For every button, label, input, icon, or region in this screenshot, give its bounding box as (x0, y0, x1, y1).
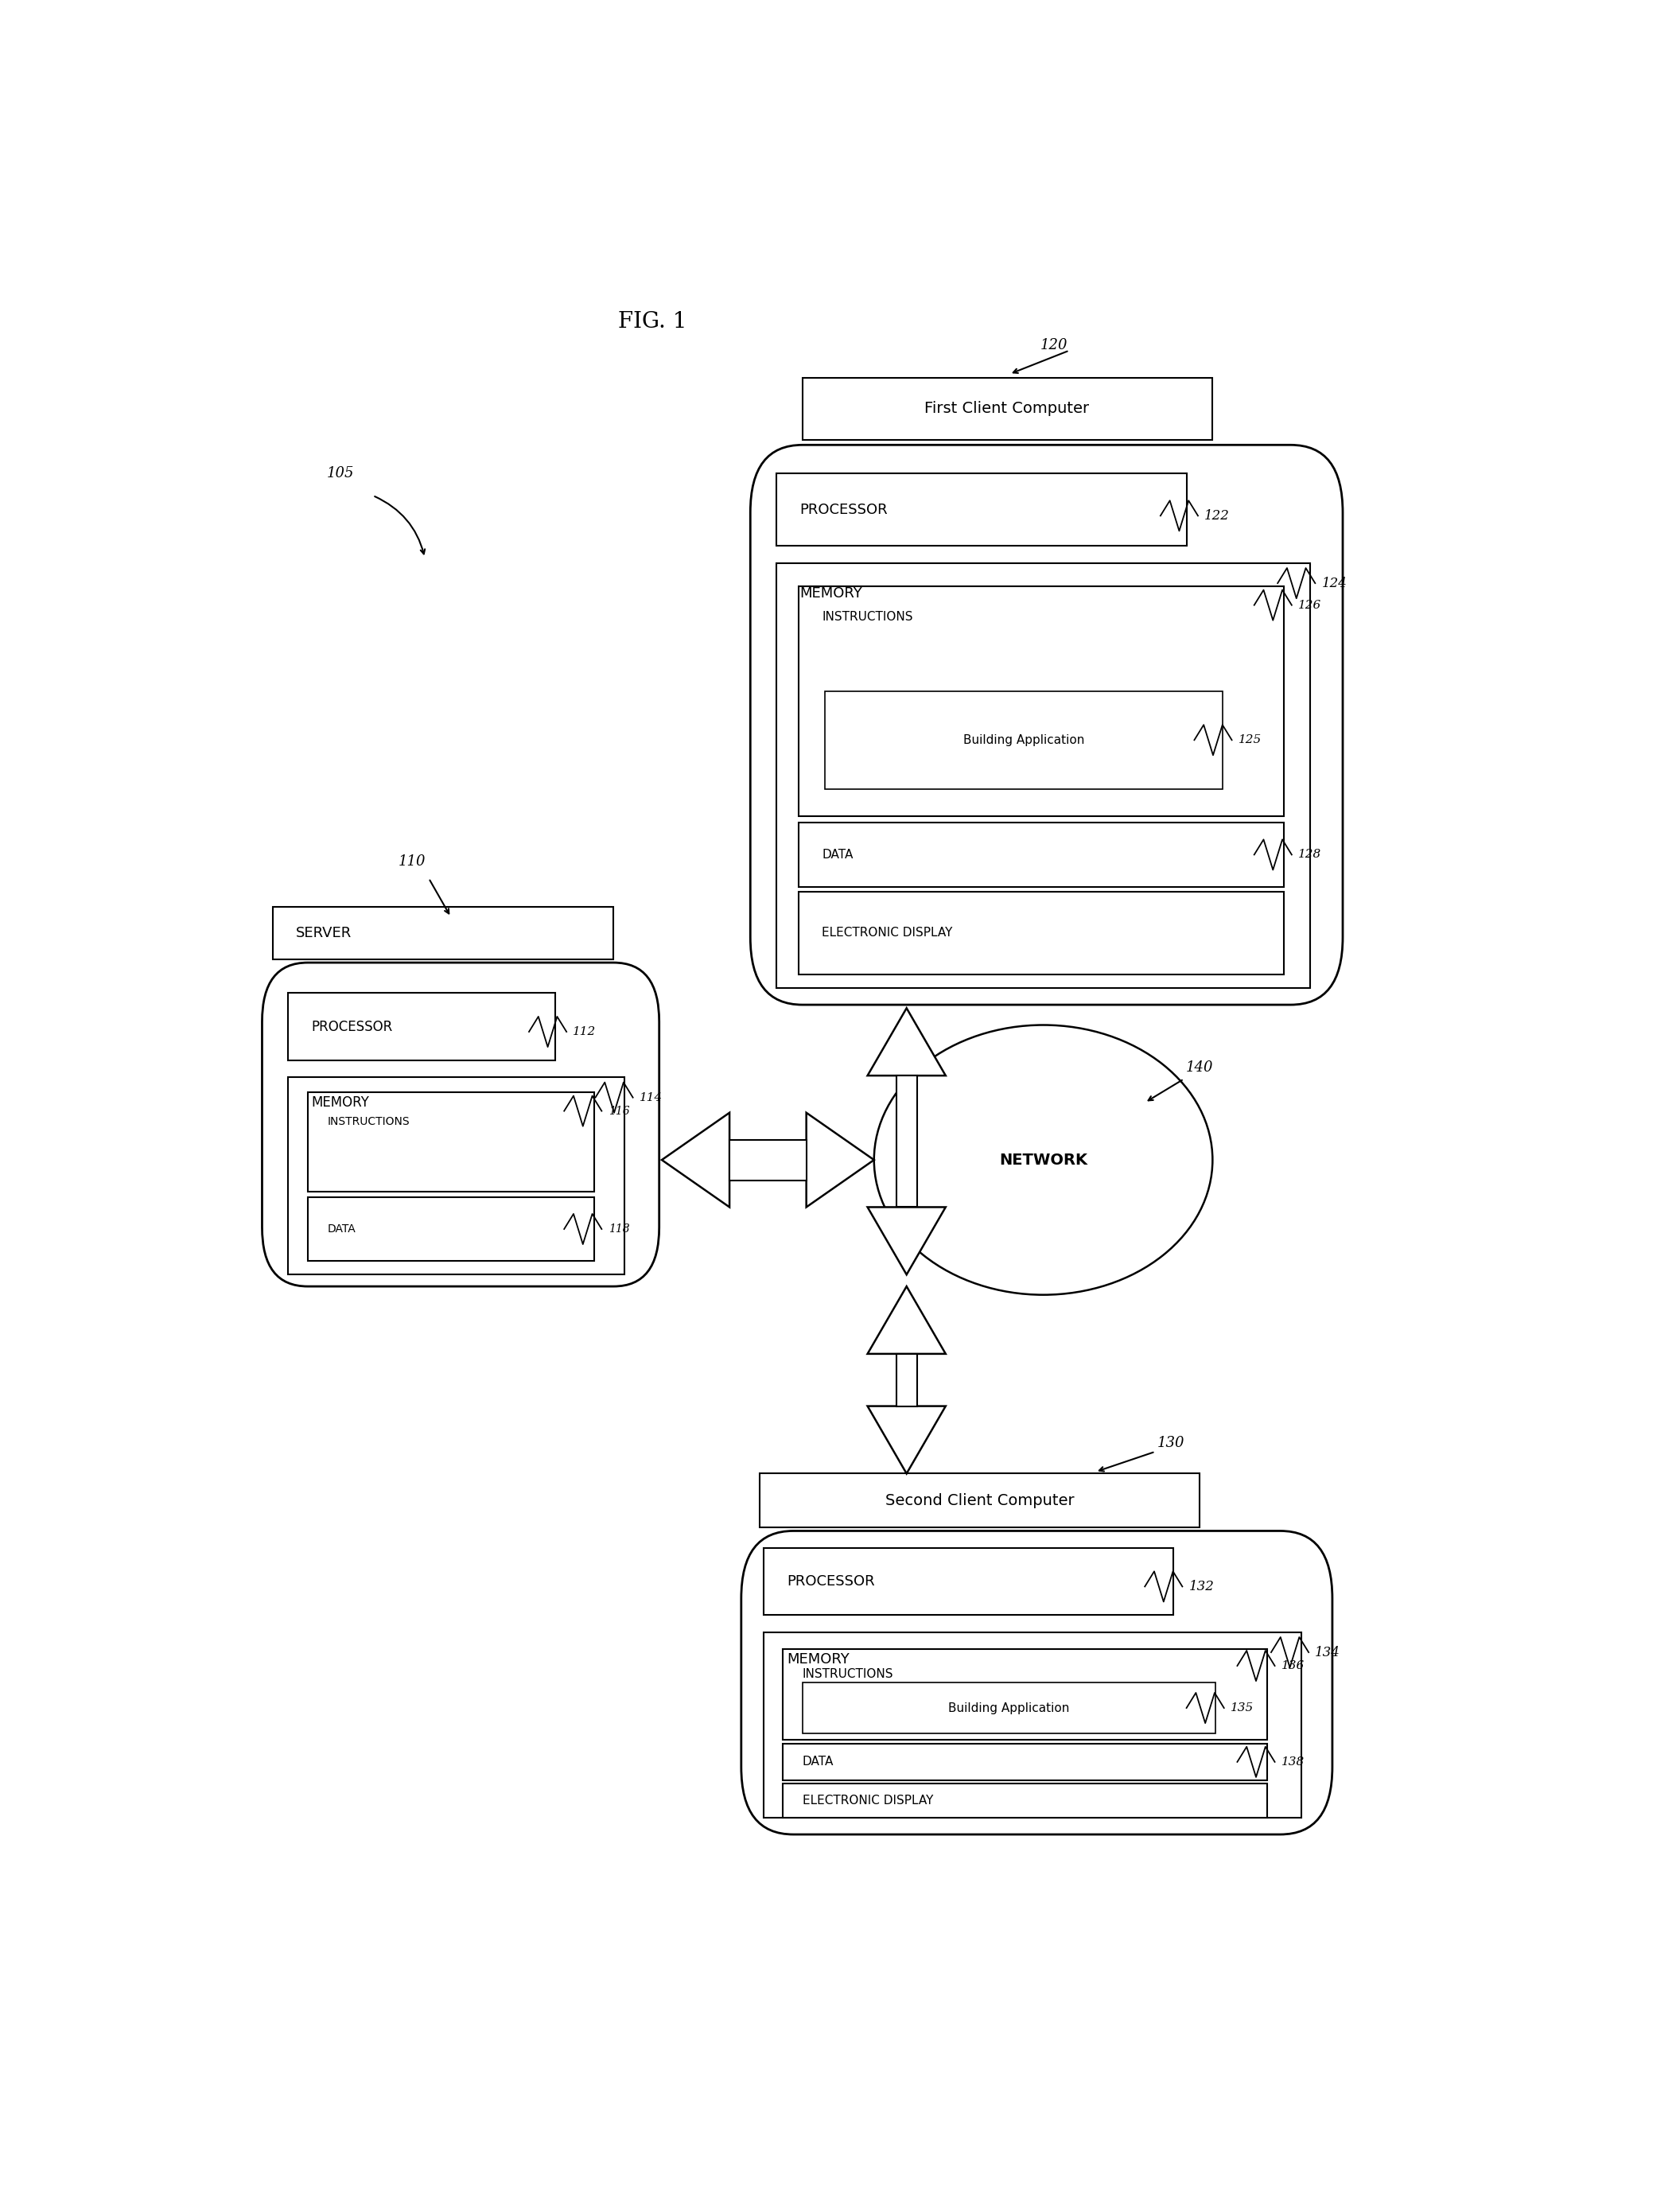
Bar (895, 1075, 917, 1207)
Text: Building Application: Building Application (963, 734, 1084, 747)
Text: 116: 116 (608, 1106, 630, 1117)
Text: 138: 138 (1282, 1756, 1305, 1767)
Text: 128: 128 (1299, 850, 1322, 861)
Bar (783, 1785, 1267, 1818)
Text: FIG. 1: FIG. 1 (618, 311, 687, 333)
Bar (759, 1474, 1200, 1529)
Text: MEMORY: MEMORY (786, 1651, 850, 1667)
Polygon shape (806, 1113, 874, 1207)
Text: 112: 112 (573, 1027, 596, 1038)
Polygon shape (867, 1286, 946, 1353)
Text: 132: 132 (1189, 1579, 1215, 1594)
Bar (798, 823, 1284, 887)
Bar (289, 992, 554, 1060)
Text: INSTRUCTIONS: INSTRUCTIONS (328, 1117, 410, 1128)
Text: 134: 134 (1315, 1645, 1341, 1660)
Bar (783, 1743, 1267, 1780)
Text: 118: 118 (608, 1224, 630, 1235)
Bar (803, 377, 1213, 440)
Bar (776, 473, 1186, 545)
Polygon shape (662, 1113, 729, 1207)
Text: MEMORY: MEMORY (800, 587, 862, 600)
Bar (307, 1093, 595, 1191)
Bar (272, 907, 613, 959)
Text: DATA: DATA (803, 1756, 833, 1767)
Text: 110: 110 (398, 854, 425, 869)
Bar (729, 1139, 806, 1180)
Text: 135: 135 (1230, 1702, 1253, 1713)
Bar (798, 891, 1284, 975)
Text: PROCESSOR: PROCESSOR (311, 1021, 393, 1034)
Polygon shape (867, 1406, 946, 1474)
Bar (307, 1198, 595, 1261)
Text: 125: 125 (1238, 734, 1262, 745)
Text: DATA: DATA (328, 1224, 356, 1235)
Bar (289, 1077, 623, 1275)
Text: Second Client Computer: Second Client Computer (885, 1494, 1074, 1509)
Polygon shape (867, 1207, 946, 1275)
Text: 114: 114 (640, 1093, 662, 1104)
FancyBboxPatch shape (262, 964, 659, 1286)
Bar (895, 1353, 917, 1406)
Text: PROCESSOR: PROCESSOR (800, 504, 887, 517)
Text: 122: 122 (1205, 508, 1230, 523)
Text: 124: 124 (1322, 576, 1347, 589)
Text: 140: 140 (1186, 1060, 1213, 1075)
Text: Building Application: Building Application (948, 1702, 1070, 1715)
Ellipse shape (874, 1025, 1213, 1294)
Bar (776, 563, 1310, 988)
FancyBboxPatch shape (741, 1531, 1332, 1835)
FancyBboxPatch shape (751, 445, 1342, 1005)
Bar (783, 1649, 1267, 1741)
Polygon shape (867, 1007, 946, 1075)
Text: MEMORY: MEMORY (311, 1095, 370, 1110)
Bar (803, 1682, 1215, 1732)
Bar (763, 1548, 1173, 1616)
Text: INSTRUCTIONS: INSTRUCTIONS (822, 611, 912, 622)
Text: 126: 126 (1299, 600, 1322, 611)
Text: 120: 120 (1040, 337, 1067, 353)
Text: ELECTRONIC DISPLAY: ELECTRONIC DISPLAY (803, 1796, 932, 1807)
Text: 105: 105 (326, 466, 354, 482)
Text: 130: 130 (1158, 1437, 1184, 1450)
Bar (763, 1632, 1300, 1818)
Text: 136: 136 (1282, 1660, 1305, 1671)
Text: INSTRUCTIONS: INSTRUCTIONS (803, 1669, 894, 1680)
Bar (798, 587, 1284, 817)
Text: DATA: DATA (822, 850, 853, 861)
Text: PROCESSOR: PROCESSOR (786, 1575, 875, 1588)
Text: NETWORK: NETWORK (1000, 1152, 1087, 1167)
Text: SERVER: SERVER (296, 926, 351, 940)
Bar (825, 692, 1223, 788)
Text: ELECTRONIC DISPLAY: ELECTRONIC DISPLAY (822, 926, 953, 940)
Text: First Client Computer: First Client Computer (924, 401, 1089, 416)
